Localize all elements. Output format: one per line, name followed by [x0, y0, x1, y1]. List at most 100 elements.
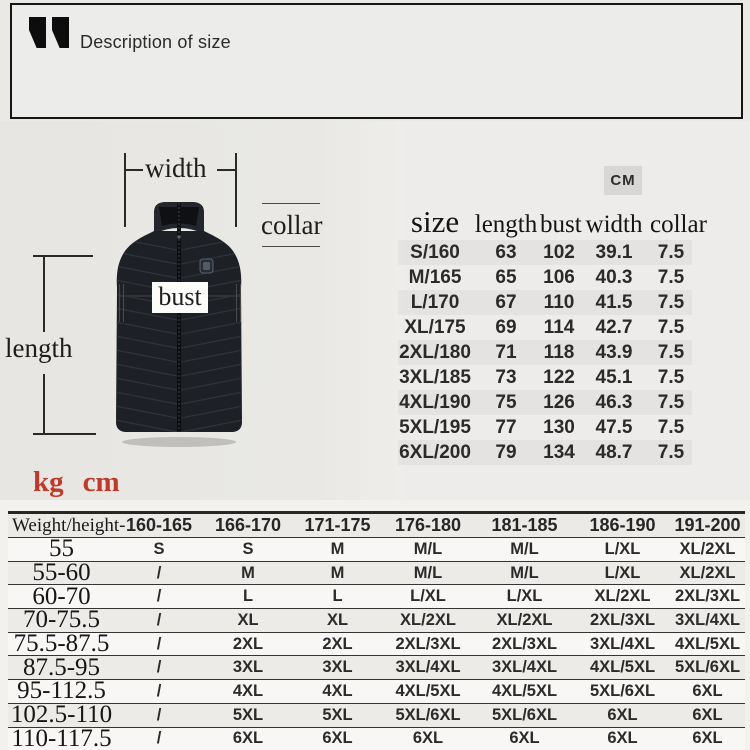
- weight-table-cell: 6XL: [692, 705, 723, 724]
- size-table-cell: 75: [495, 391, 517, 413]
- size-table-cell: 3XL/185: [399, 366, 471, 388]
- size-table-header-row: size length bust width collar: [398, 204, 707, 239]
- weight-table-cell: 2XL: [322, 634, 353, 653]
- weight-table-cell: 3XL: [322, 658, 353, 677]
- length-top-cap: [33, 255, 93, 257]
- kg-label: kg: [33, 466, 64, 498]
- units-note: kg cm: [33, 466, 139, 499]
- weight-table-cell: /: [156, 681, 162, 700]
- size-table-row: S/160 63 102 39.1 7.5: [398, 240, 692, 265]
- collar-line-bottom: [262, 246, 320, 247]
- weight-table-row: 110-117.5 / 6XL 6XL 6XL 6XL 6XL 6XL: [8, 726, 745, 750]
- weight-range-label: 55-60: [32, 559, 91, 587]
- weight-table-cell: XL/2XL: [679, 539, 736, 558]
- size-table-cell: 7.5: [657, 391, 685, 413]
- size-table-cell: 40.3: [595, 266, 633, 288]
- size-table-row: XL/175 69 114 42.7 7.5: [398, 315, 692, 340]
- size-table-cell: 48.7: [595, 441, 633, 463]
- weight-table-cell: XL: [326, 610, 349, 629]
- size-table-cell: 110: [543, 291, 575, 313]
- weight-table-cell: 3XL: [232, 658, 264, 677]
- weight-table-cell: L/XL: [410, 587, 446, 606]
- weight-table-row: 95-112.5 / 4XL 4XL 4XL/5XL 4XL/5XL 5XL/6XL 6XL: [8, 678, 745, 703]
- vest-power-button: [199, 258, 214, 274]
- size-table-row: 4XL/190 75 126 46.3 7.5: [398, 390, 692, 415]
- weight-table-cell: XL/2XL: [496, 610, 553, 629]
- weight-table-cell: 5XL/6XL: [491, 705, 558, 724]
- size-table-cell: 2XL/180: [399, 341, 471, 363]
- weight-col-header: 176-180: [394, 515, 462, 535]
- size-table-row: 2XL/180 71 118 43.9 7.5: [398, 340, 692, 365]
- size-table-cell: 71: [495, 341, 517, 363]
- size-table-cell: 73: [495, 366, 517, 388]
- weight-table-cell: L/XL: [604, 539, 641, 558]
- size-table-cell: 4XL/190: [399, 391, 471, 413]
- vest-shadow: [122, 437, 236, 447]
- size-table-cell: 7.5: [657, 241, 685, 263]
- weight-table-cell: 5XL: [322, 705, 353, 724]
- weight-table-cell: 2XL/3XL: [674, 587, 741, 606]
- size-table-cell: 126: [543, 391, 575, 413]
- weight-table-cell: M/L: [510, 539, 539, 558]
- size-table-cell: 39.1: [595, 241, 633, 263]
- size-col-header-size: size: [410, 204, 460, 239]
- size-table-cell: 102: [543, 241, 575, 263]
- weight-table-cell: 3XL/4XL: [491, 658, 558, 677]
- size-table-cell: M/165: [408, 266, 462, 288]
- size-table-cell: 130: [543, 416, 575, 438]
- weight-range-label: 55: [49, 535, 74, 563]
- weight-table-cell: M: [330, 539, 345, 558]
- weight-table-cell: 5XL: [232, 705, 264, 724]
- weight-table-cell: XL/2XL: [594, 587, 651, 606]
- width-left-line: [124, 153, 126, 227]
- size-table-cell: 63: [495, 241, 517, 263]
- size-table-row: 3XL/185 73 122 45.1 7.5: [398, 365, 692, 390]
- weight-table-header-row: Weight/height- 160-165 166-170 171-175 176-1…: [8, 514, 745, 537]
- weight-table-cell: 5XL/6XL: [674, 658, 741, 677]
- size-table-cell: 45.1: [595, 366, 633, 388]
- size-table-row: L/170 67 110 41.5 7.5: [398, 290, 692, 315]
- quote-mark-icon: [52, 17, 69, 48]
- size-table-cell: 41.5: [595, 291, 633, 313]
- weight-range-label: 60-70: [32, 582, 91, 610]
- length-label: length: [5, 333, 73, 363]
- weight-table-cell: XL: [237, 610, 259, 629]
- size-table-cell: S/160: [410, 241, 460, 263]
- weight-table-row: 102.5-110 / 5XL 5XL 5XL/6XL 5XL/6XL 6XL 6XL: [8, 701, 745, 729]
- size-col-header-bust: bust: [540, 211, 582, 238]
- weight-table-row: 55 S S M M/L M/L L/XL XL/2XL: [8, 535, 745, 563]
- size-table-cell: 42.7: [595, 316, 633, 338]
- weight-table-corner-label: Weight/height-: [12, 514, 126, 536]
- weight-table-cell: 6XL: [692, 729, 723, 748]
- weight-range-label: 102.5-110: [10, 701, 113, 729]
- size-col-header-collar: collar: [650, 211, 707, 238]
- weight-table-cell: L/XL: [506, 587, 543, 606]
- weight-table-cell: 2XL/3XL: [491, 634, 558, 653]
- weight-table-cell: 4XL: [322, 681, 353, 700]
- quote-marks-icon: [29, 17, 69, 48]
- size-table-cell: 7.5: [657, 441, 685, 463]
- weight-table-cell: /: [156, 610, 162, 629]
- weight-table-cell: L: [332, 587, 343, 606]
- size-table-cell: 43.9: [595, 341, 633, 363]
- weight-table-cell: 3XL/4XL: [589, 634, 656, 653]
- weight-table-cell: M: [330, 563, 345, 582]
- weight-table-cell: 5XL/6XL: [589, 681, 656, 700]
- bust-tick-left-a: [119, 284, 120, 322]
- page-title: Description of size: [80, 32, 231, 52]
- weight-table-body: 55 S S M M/L M/L L/XL XL/2XL 55-60/M M M/L M/L L/XL X…: [8, 535, 745, 750]
- size-table-row: M/165 65 106 40.3 7.5: [398, 265, 692, 290]
- weight-table-cell: /: [156, 705, 162, 724]
- weight-col-header: 186-190: [589, 515, 656, 535]
- weight-range-label: 87.5-95: [22, 653, 101, 681]
- weight-table-cell: /: [156, 634, 162, 653]
- weight-table-cell: M/L: [413, 563, 443, 582]
- bust-tick-right-b: [240, 284, 241, 322]
- size-table-cell: 7.5: [657, 416, 685, 438]
- size-table-cell: 5XL/195: [399, 416, 471, 438]
- width-tick-left: [124, 169, 143, 171]
- width-label: width: [145, 153, 207, 183]
- length-upper-line: [43, 256, 45, 332]
- weight-table-cell: /: [156, 658, 162, 677]
